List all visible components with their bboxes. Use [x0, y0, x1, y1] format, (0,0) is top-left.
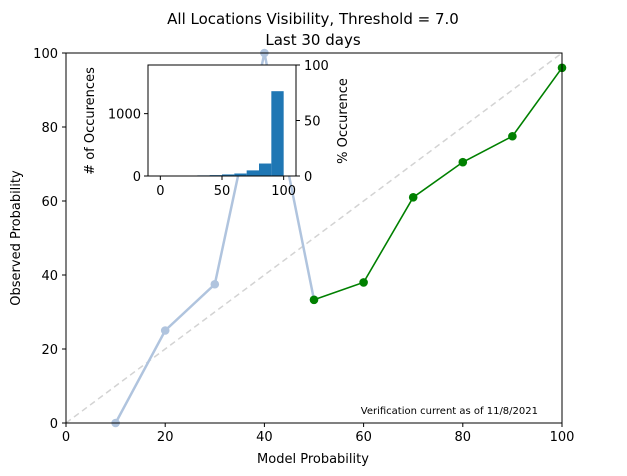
x-tick-label: 20	[157, 430, 174, 445]
inset-left-ylabel: # of Occurences	[83, 67, 98, 175]
inset-left-y-tick-label: 0	[133, 170, 141, 185]
y-tick-label: 60	[41, 195, 58, 210]
high-count-point	[309, 295, 319, 305]
y-tick-label: 0	[50, 417, 58, 432]
low-count-point	[160, 326, 170, 335]
inset-right-y-tick-label: 0	[304, 170, 312, 185]
plot-frame	[65, 52, 563, 424]
y-tick-label: 40	[41, 269, 58, 284]
x-tick-label: 100	[550, 430, 575, 445]
inset-right-ylabel: % Occurence	[336, 78, 351, 164]
x-tick-label: 80	[455, 430, 472, 445]
y-tick-label: 80	[41, 121, 58, 136]
x-tick-label: 40	[256, 430, 273, 445]
y-tick-label: 100	[33, 47, 58, 62]
histogram-bar	[271, 91, 284, 176]
inset-x-tick-label: 50	[214, 184, 231, 199]
chart-subtitle: Last 30 days	[265, 31, 360, 49]
histogram-bar	[259, 163, 272, 176]
inset-x-tick-label: 0	[156, 184, 164, 199]
inset-x-tick-label: 100	[271, 184, 296, 199]
high-count-point	[508, 131, 517, 141]
x-axis-label: Model Probability	[257, 452, 369, 467]
inset-right-y-tick-label: 100	[304, 59, 329, 74]
y-tick-label: 20	[41, 343, 58, 358]
histogram-bar	[246, 170, 259, 176]
inset-left-y-tick-label: 1000	[108, 108, 141, 123]
histogram-bar	[222, 174, 235, 176]
histogram-bar	[234, 173, 247, 176]
inset-right-y-tick-label: 50	[304, 115, 321, 130]
x-tick-label: 0	[62, 430, 70, 445]
verification-note: Verification current as of 11/8/2021	[361, 406, 538, 417]
x-tick-label: 60	[355, 430, 372, 445]
y-axis-label: Observed Probability	[9, 170, 24, 306]
low-count-point	[210, 279, 220, 289]
high-count-point	[458, 157, 468, 167]
high-count-series-line	[313, 67, 563, 301]
high-count-point	[359, 278, 368, 287]
chart-title: All Locations Visibility, Threshold = 7.…	[167, 10, 459, 28]
high-count-point	[408, 193, 418, 202]
